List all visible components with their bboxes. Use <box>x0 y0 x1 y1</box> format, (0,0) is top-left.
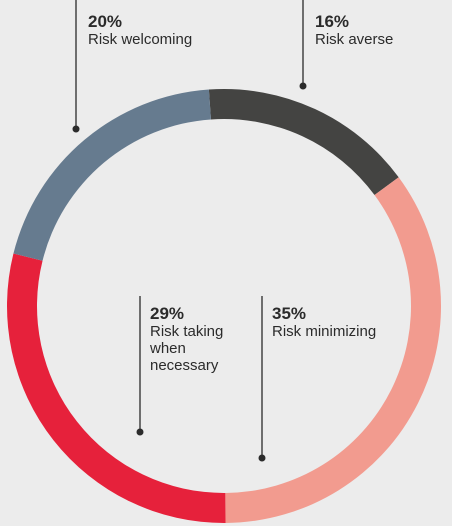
percent-risk-taking: 29% <box>150 304 185 323</box>
slice-risk-minimizing <box>225 177 441 523</box>
leader-risk-averse-dot <box>299 82 307 90</box>
slice-risk-welcoming <box>13 89 211 261</box>
percent-risk-minimizing: 35% <box>272 304 307 323</box>
label-risk-taking: 29% Risk taking when necessary <box>150 304 223 374</box>
slice-risk-averse <box>208 89 399 196</box>
leader-risk-welcoming-dot <box>72 125 80 133</box>
leader-risk-minimizing-dot <box>258 454 266 462</box>
name-risk-minimizing: Risk minimizing <box>272 323 377 340</box>
name-risk-welcoming: Risk welcoming <box>88 31 193 48</box>
percent-risk-averse: 16% <box>315 12 350 31</box>
label-risk-averse: 16% Risk averse <box>315 12 393 48</box>
leader-risk-taking-dot <box>136 428 144 436</box>
name-risk-taking: Risk taking when necessary <box>150 323 224 374</box>
label-risk-welcoming: 20% Risk welcoming <box>88 12 192 48</box>
slice-risk-taking <box>6 253 226 524</box>
label-risk-minimizing: 35% Risk minimizing <box>272 304 376 340</box>
name-risk-averse: Risk averse <box>315 31 394 48</box>
percent-risk-welcoming: 20% <box>88 12 123 31</box>
